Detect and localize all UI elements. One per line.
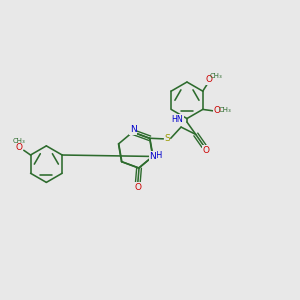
Text: O: O [214,106,221,116]
Text: O: O [16,143,22,152]
Text: N: N [149,152,156,161]
Text: CH₃: CH₃ [13,138,26,144]
Text: HN: HN [172,115,183,124]
Text: O: O [205,76,212,85]
Text: CH₃: CH₃ [219,107,232,113]
Text: O: O [203,146,210,155]
Text: S: S [164,134,170,143]
Text: N: N [130,125,137,134]
Text: CH₃: CH₃ [209,73,222,79]
Text: H: H [155,151,161,160]
Text: O: O [134,183,141,192]
